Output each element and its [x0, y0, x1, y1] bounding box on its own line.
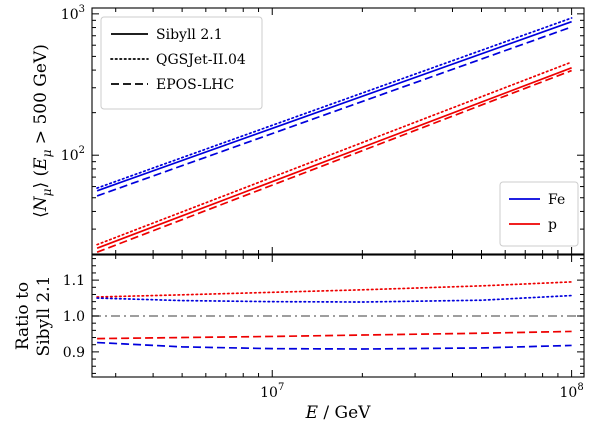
ratio-ticks: 107 108 0.9 1.0 1.1: [63, 255, 584, 401]
ylabel-close: ⟩ (: [31, 170, 51, 189]
legend-primary-label: p: [548, 217, 557, 233]
ratio-line-qgsjet-ii-04-fe: [96, 294, 573, 303]
ratio-line-qgsjet-ii-04-p: [96, 281, 573, 298]
ylabel-N: N: [31, 195, 51, 212]
ratio-line-epos-lhc-fe: [97, 341, 572, 350]
x-tick-label: 108: [560, 382, 584, 401]
xlabel-var: E: [305, 403, 319, 423]
ratio-y-axis-label-line1: Ratio to: [13, 282, 33, 350]
ratio-y-axis-label-line2: Sibyll 2.1: [34, 276, 54, 357]
main-line-qgsjet-ii-04-p: [96, 61, 573, 246]
main-ticks: 102 103: [61, 4, 584, 255]
legend-model-label: QGSJet-II.04: [156, 52, 246, 68]
ylabel-gt: > 500 GeV): [31, 44, 51, 149]
legend-primaries: Fe p: [499, 181, 579, 247]
xlabel-unit: / GeV: [318, 403, 371, 423]
legend-primaries-entries: Fe p: [509, 192, 565, 233]
ratio-y-tick-label: 0.9: [63, 345, 85, 361]
ratio-plot-frame: [91, 254, 585, 378]
main-line-sibyll-2-1-p: [96, 67, 572, 249]
x-axis-label: E / GeV: [305, 403, 372, 423]
x-tick-label: 107: [260, 382, 284, 401]
ylabel-open: ⟨: [31, 211, 51, 218]
ylabel-E: E: [31, 157, 51, 171]
main-line-epos-lhc-p: [96, 69, 572, 253]
main-plot-frame: [91, 7, 585, 255]
legend-models: Sibyll 2.1 QGSJet-II.04 EPOS-LHC: [100, 16, 263, 110]
main-series-group: [96, 17, 573, 253]
legend-models-box: [100, 16, 263, 110]
legend-model-label: Sibyll 2.1: [156, 27, 223, 43]
ratio-y-tick-label: 1.1: [63, 273, 85, 289]
main-y-axis-label: ⟨Nμ⟩ (Eμ > 500 GeV): [31, 44, 54, 218]
main-line-sibyll-2-1-fe: [96, 20, 572, 192]
ratio-line-epos-lhc-p: [97, 330, 572, 340]
legend-primaries-box: [499, 181, 579, 247]
ylabel-mu: μ: [40, 188, 54, 196]
main-y-tick-label: 102: [61, 145, 85, 164]
ylabel-mu-sub: μ: [40, 149, 54, 157]
ratio-series-group: [92, 281, 584, 350]
legend-primary-label: Fe: [548, 192, 565, 208]
legend-models-entries: Sibyll 2.1 QGSJet-II.04 EPOS-LHC: [110, 27, 246, 93]
main-y-tick-label: 103: [61, 4, 85, 23]
legend-model-label: EPOS-LHC: [156, 77, 234, 93]
main-line-qgsjet-ii-04-fe: [96, 17, 573, 189]
ratio-y-tick-label: 1.0: [63, 309, 85, 325]
